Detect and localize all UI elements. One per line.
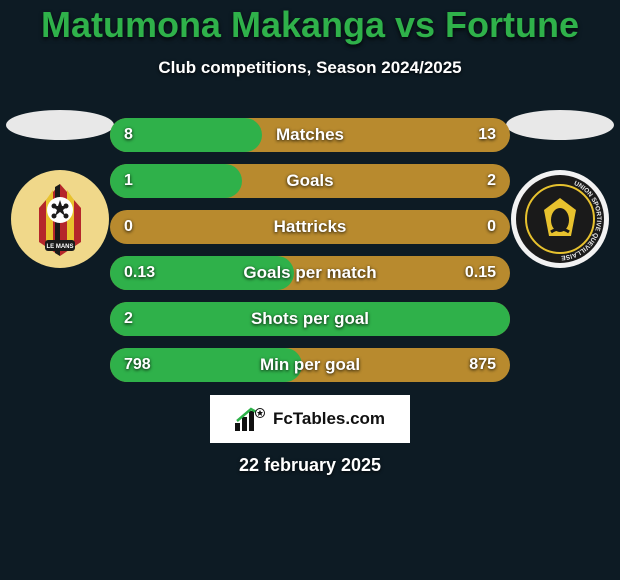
right-team-logo: UNION SPORTIVE QUEVILLAISE <box>511 170 609 268</box>
stat-right-value: 2 <box>487 172 496 190</box>
stats-rows: 8Matches13 1Goals2 0Hattricks0 0.13Goals pe… <box>110 118 510 394</box>
stat-right-value: 13 <box>478 126 496 144</box>
stat-row: 2Shots per goal <box>110 302 510 336</box>
stat-label: Matches <box>110 125 510 145</box>
right-player-column: UNION SPORTIVE QUEVILLAISE <box>500 110 620 268</box>
stat-label: Hattricks <box>110 217 510 237</box>
right-avatar-placeholder <box>506 110 614 140</box>
page-title: Matumona Makanga vs Fortune <box>0 0 620 46</box>
stat-row: 798Min per goal875 <box>110 348 510 382</box>
stat-right-value: 0.15 <box>465 264 496 282</box>
brand-text: FcTables.com <box>273 409 385 429</box>
left-avatar-placeholder <box>6 110 114 140</box>
stat-label: Shots per goal <box>110 309 510 329</box>
stat-right-value: 0 <box>487 218 496 236</box>
stat-row: 0.13Goals per match0.15 <box>110 256 510 290</box>
brand-box: FcTables.com <box>210 395 410 443</box>
stat-label: Min per goal <box>110 355 510 375</box>
title-text: Matumona Makanga vs Fortune <box>41 4 579 45</box>
stat-row: 0Hattricks0 <box>110 210 510 244</box>
date-text: 22 february 2025 <box>0 455 620 476</box>
left-team-logo: LE MANS <box>11 170 109 268</box>
svg-text:LE MANS: LE MANS <box>47 244 74 250</box>
stat-row: 1Goals2 <box>110 164 510 198</box>
stat-row: 8Matches13 <box>110 118 510 152</box>
subtitle: Club competitions, Season 2024/2025 <box>0 58 620 78</box>
stat-label: Goals per match <box>110 263 510 283</box>
stat-label: Goals <box>110 171 510 191</box>
stat-right-value: 875 <box>469 356 496 374</box>
left-player-column: LE MANS <box>0 110 120 268</box>
fctables-logo-icon <box>235 407 267 431</box>
